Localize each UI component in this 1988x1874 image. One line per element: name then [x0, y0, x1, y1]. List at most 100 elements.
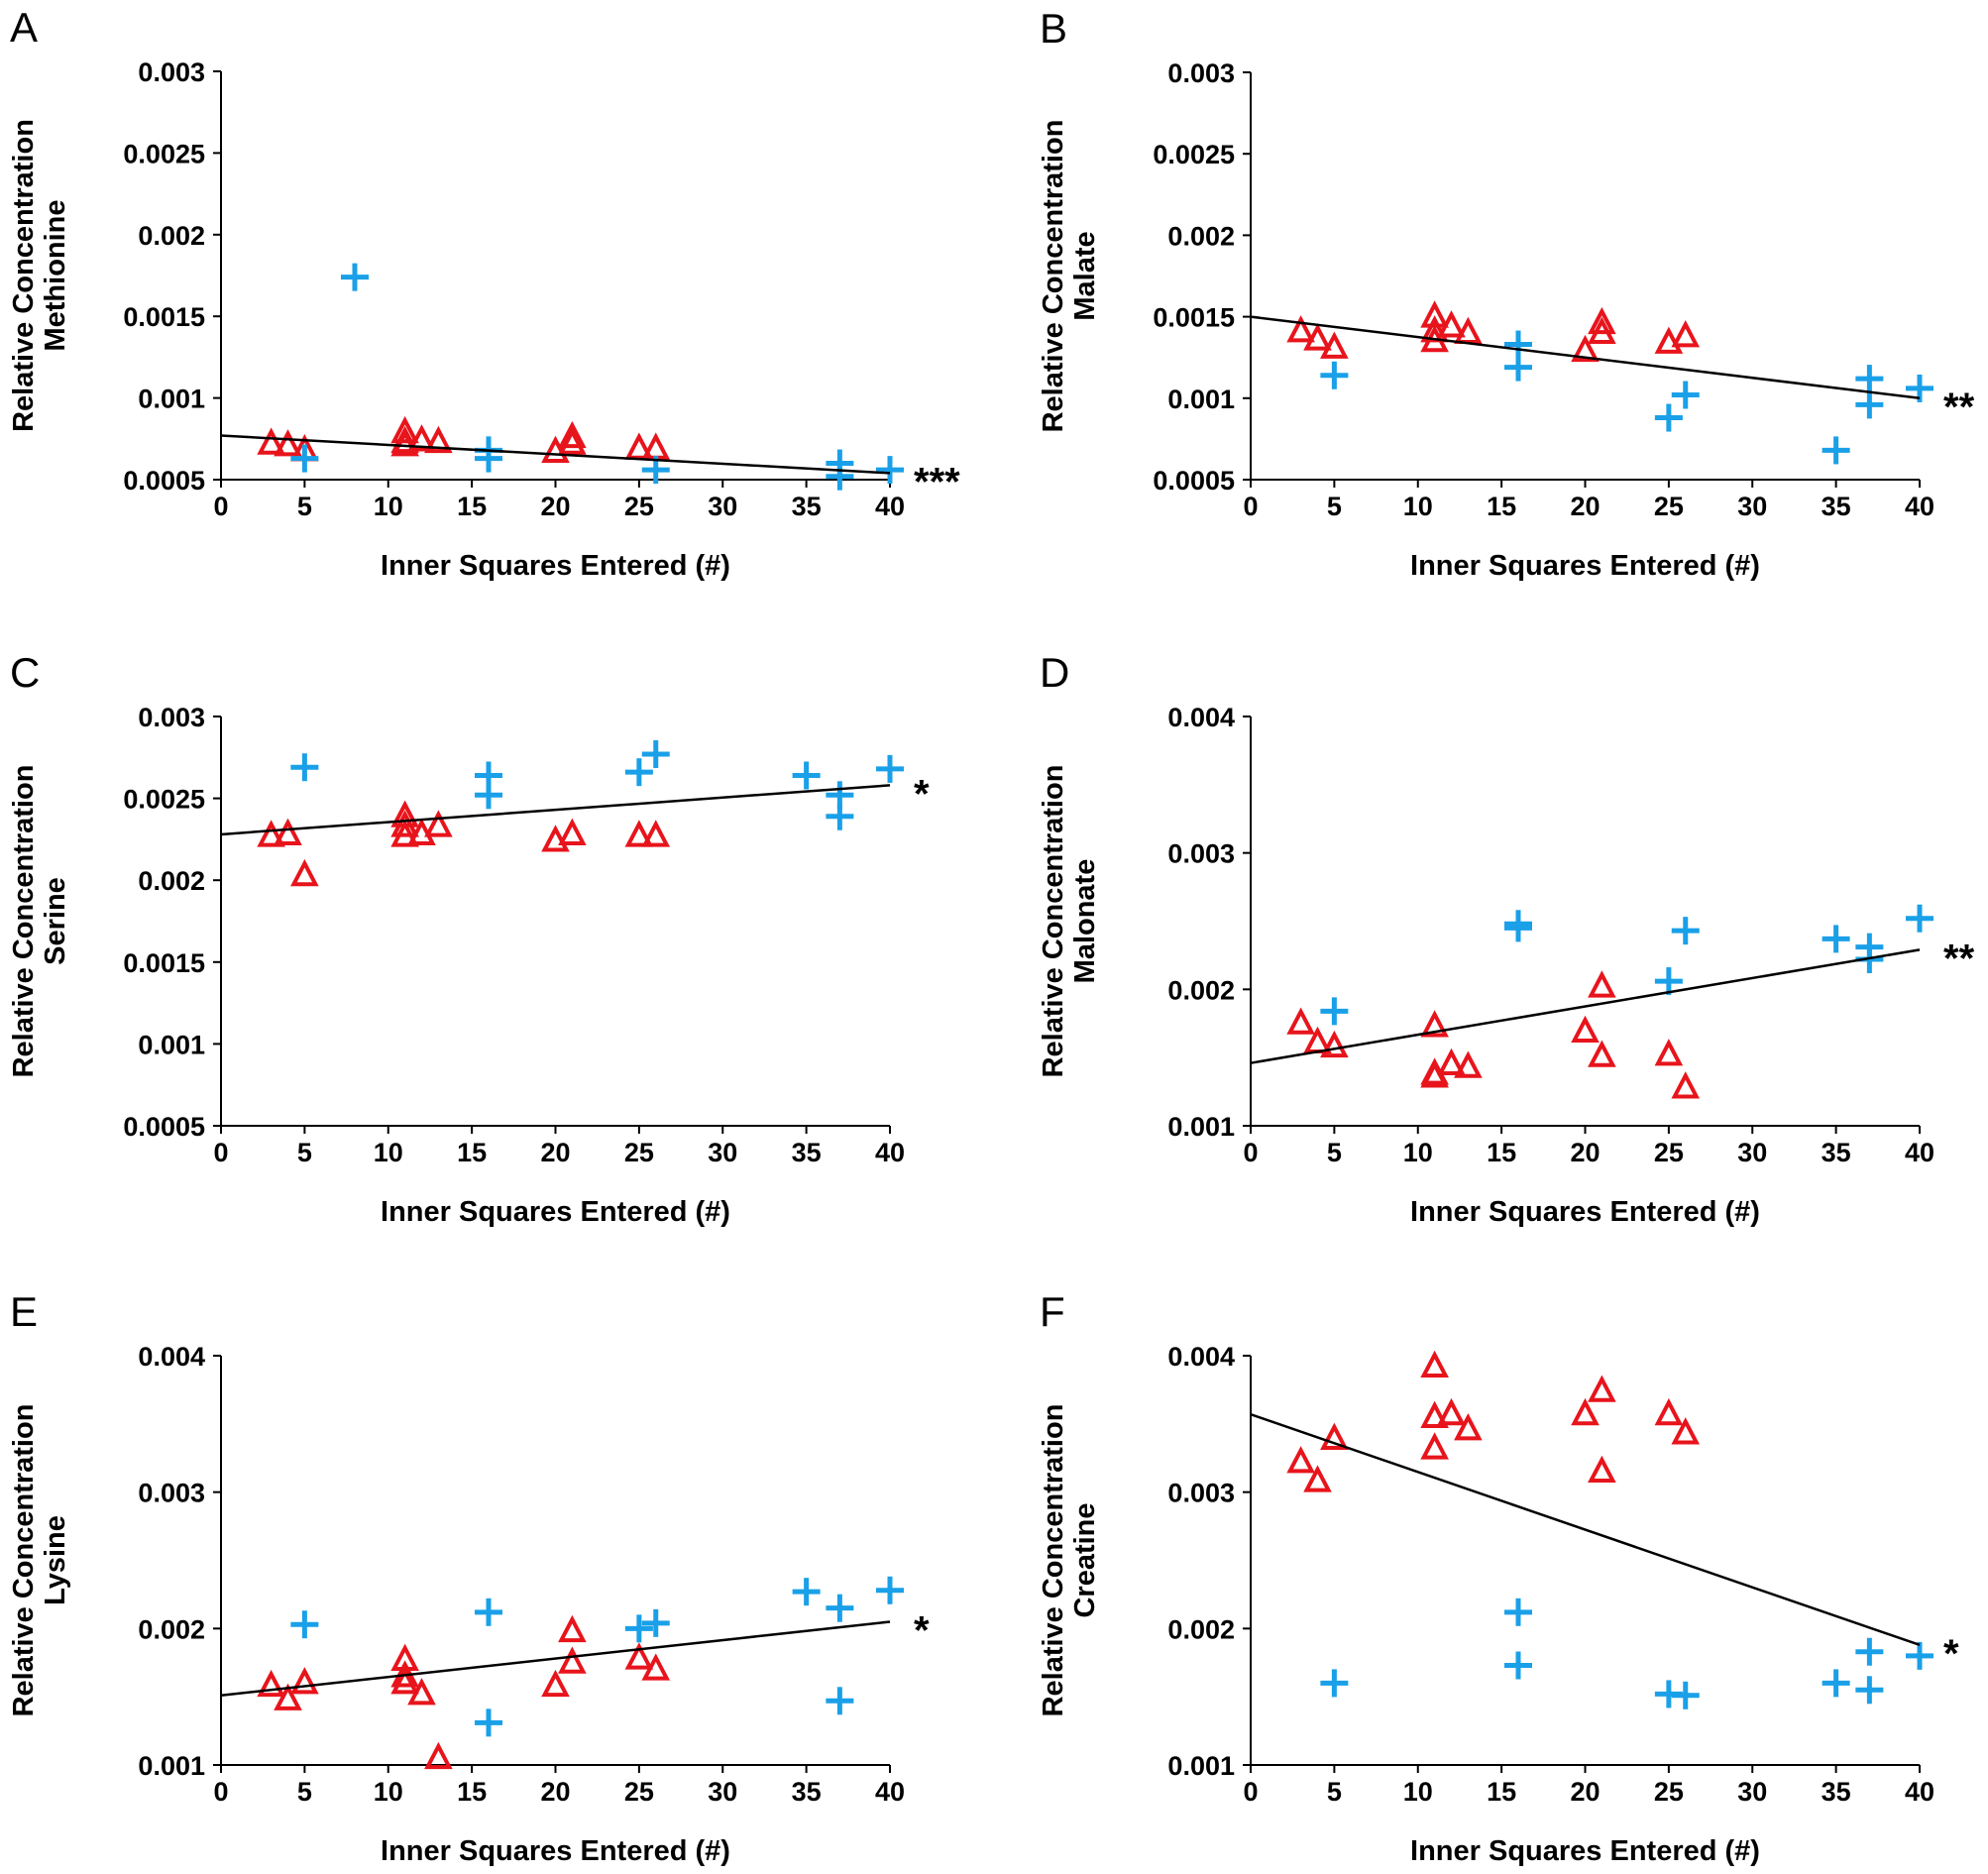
- y-tick-label: 0.0025: [123, 139, 205, 168]
- cross-point: [1320, 1669, 1349, 1698]
- x-tick-label: 15: [457, 1777, 487, 1807]
- triangle-point: [1571, 334, 1600, 363]
- triangle-point: [1671, 320, 1701, 348]
- cross-point: [1671, 917, 1700, 945]
- cross-point: [624, 1614, 653, 1643]
- y-tick-label: 0.003: [138, 1479, 205, 1508]
- x-tick-label: 30: [708, 492, 737, 521]
- x-tick-label: 35: [1822, 1138, 1851, 1167]
- y-axis-title-line1: Relative Concentration: [8, 119, 40, 432]
- triangle-point: [390, 429, 419, 457]
- x-axis-title: Inner Squares Entered (#): [1410, 550, 1760, 582]
- panel-letter: C: [10, 649, 40, 696]
- x-tick-label: 5: [297, 1138, 312, 1167]
- cross-point: [1320, 361, 1349, 389]
- significance-label: *: [914, 772, 930, 816]
- triangle-point: [407, 1678, 436, 1706]
- panel-f: F 0.001 0.002 0.003 0.004 0 5 10 15 20 25 30 35 40 Inn…: [1038, 1288, 1959, 1867]
- y-axis-title-line1: Relative Concentration: [1038, 120, 1069, 433]
- x-tick-label: 40: [875, 492, 905, 521]
- x-tick-label: 10: [374, 1777, 403, 1807]
- x-tick-label: 10: [1403, 1138, 1433, 1167]
- cross-point: [641, 739, 670, 768]
- x-tick-label: 0: [1243, 1138, 1258, 1167]
- y-axis-title-line2: Malonate: [1069, 859, 1101, 984]
- triangle-point: [641, 1653, 671, 1681]
- triangle-point: [624, 1642, 654, 1670]
- triangle-point: [641, 432, 671, 460]
- y-tick-label: 0.001: [1167, 385, 1235, 414]
- triangle-point: [1454, 1050, 1483, 1078]
- x-tick-label: 25: [1654, 1777, 1684, 1807]
- triangle-point: [1588, 1455, 1616, 1484]
- triangle-point: [1654, 326, 1684, 354]
- trendline: [1250, 1413, 1921, 1647]
- x-tick-label: 15: [1487, 492, 1516, 521]
- x-tick-label: 40: [1905, 492, 1934, 521]
- triangle-point: [257, 427, 285, 455]
- panel-e: E 0.001 0.002 0.003 0.004 0 5 10 15 20 25 30 35 40 Inn…: [8, 1288, 930, 1867]
- triangle-point: [1303, 1465, 1332, 1492]
- triangle-point: [558, 420, 587, 449]
- trendline: [1250, 948, 1921, 1064]
- triangle-point: [257, 1669, 285, 1698]
- y-tick-label: 0.0015: [123, 302, 205, 332]
- x-tick-label: 40: [1905, 1138, 1934, 1167]
- y-tick-label: 0.0015: [1153, 303, 1235, 333]
- y-tick-label: 0.004: [1167, 1342, 1235, 1372]
- x-tick-label: 35: [792, 492, 822, 521]
- x-axis-title: Inner Squares Entered (#): [381, 550, 730, 582]
- triangle-point: [1320, 1422, 1349, 1450]
- cross-point: [1855, 1637, 1884, 1666]
- x-tick-label: 10: [374, 1138, 403, 1167]
- x-tick-label: 10: [1403, 1777, 1433, 1807]
- cross-point: [475, 1709, 502, 1737]
- triangle-point: [1588, 316, 1616, 345]
- cross-point: [826, 462, 854, 491]
- significance-label: *: [914, 1608, 930, 1652]
- cross-point: [1822, 1669, 1850, 1698]
- cross-point: [1654, 967, 1683, 996]
- x-tick-label: 25: [624, 1777, 654, 1807]
- x-tick-label: 15: [457, 492, 487, 521]
- triangle-point: [1320, 331, 1349, 359]
- cross-point: [1504, 353, 1532, 382]
- y-axis-title-line2: Methionine: [40, 199, 71, 351]
- triangle-point: [1420, 1350, 1449, 1378]
- panel-c: C 0.0005 0.001 0.0015 0.002 0.0025 0.003 0 5 10 15…: [8, 649, 930, 1228]
- triangle-point: [624, 432, 654, 460]
- x-axis-title: Inner Squares Entered (#): [381, 1196, 730, 1228]
- triangle-point: [1286, 1007, 1315, 1035]
- x-tick-label: 5: [1327, 1777, 1342, 1807]
- cross-point: [876, 456, 904, 485]
- x-tick-label: 15: [1487, 1138, 1516, 1167]
- cross-point: [290, 753, 319, 782]
- cross-point: [341, 263, 369, 291]
- panel-a: A 0.0005 0.001 0.0015 0.002 0.0025 0.003 0 5 10 15…: [8, 4, 960, 582]
- significance-label: *: [1943, 1632, 1959, 1676]
- triangle-point: [274, 1683, 302, 1710]
- y-axis-title-line1: Relative Concentration: [8, 765, 40, 1078]
- triangle-point: [558, 1614, 587, 1643]
- y-tick-label: 0.0005: [123, 1112, 205, 1142]
- y-axis-title-line2: Malate: [1069, 231, 1101, 320]
- significance-label: ***: [914, 460, 960, 503]
- x-tick-label: 0: [1243, 492, 1258, 521]
- triangle-point: [424, 425, 453, 454]
- triangle-point: [1303, 323, 1332, 351]
- x-tick-label: 35: [1822, 1777, 1851, 1807]
- triangle-point: [1671, 1071, 1701, 1099]
- x-tick-label: 35: [792, 1138, 822, 1167]
- y-tick-label: 0.0015: [123, 948, 205, 978]
- trendline: [220, 434, 891, 475]
- x-tick-label: 10: [1403, 492, 1433, 521]
- y-tick-label: 0.003: [1167, 1479, 1235, 1508]
- cross-point: [290, 444, 319, 473]
- triangle-point: [1420, 1432, 1449, 1460]
- cross-point: [1654, 403, 1683, 432]
- y-axis-title-line2: Creatine: [1069, 1502, 1101, 1617]
- x-tick-label: 5: [297, 492, 312, 521]
- x-tick-label: 35: [1822, 492, 1851, 521]
- y-axis-title-line1: Relative Concentration: [1038, 1404, 1069, 1717]
- x-axis-title: Inner Squares Entered (#): [1410, 1835, 1760, 1867]
